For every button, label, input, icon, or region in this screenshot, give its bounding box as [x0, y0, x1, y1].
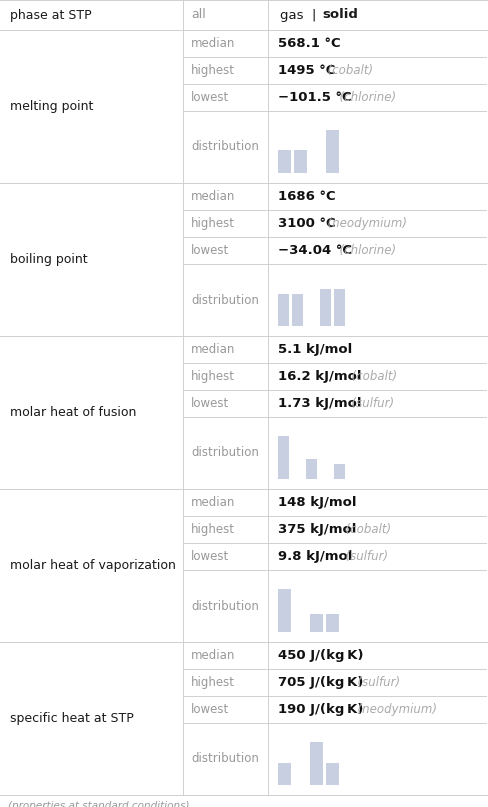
Text: −34.04 °C: −34.04 °C [278, 244, 352, 257]
Text: lowest: lowest [191, 397, 229, 410]
Bar [334, 464, 345, 479]
Text: distribution: distribution [191, 752, 259, 766]
Text: (sulfur): (sulfur) [338, 550, 388, 563]
Text: highest: highest [191, 370, 235, 383]
Bar [326, 130, 339, 173]
Bar [278, 436, 289, 479]
Text: 16.2 kJ/mol: 16.2 kJ/mol [278, 370, 362, 383]
Bar [278, 294, 289, 326]
Text: 1495 °C: 1495 °C [278, 64, 335, 77]
Text: highest: highest [191, 676, 235, 689]
Text: molar heat of fusion: molar heat of fusion [10, 406, 136, 419]
Bar [294, 150, 307, 173]
Text: melting point: melting point [10, 100, 93, 113]
Text: 450 J/(kg K): 450 J/(kg K) [278, 649, 364, 662]
Text: 148 kJ/mol: 148 kJ/mol [278, 496, 357, 509]
Text: phase at STP: phase at STP [10, 9, 92, 22]
Text: gas  |: gas | [280, 9, 325, 22]
Text: 1686 °C: 1686 °C [278, 190, 336, 203]
Text: (properties at standard conditions): (properties at standard conditions) [8, 801, 189, 807]
Text: specific heat at STP: specific heat at STP [10, 712, 134, 725]
Text: (neodymium): (neodymium) [350, 703, 437, 716]
Text: boiling point: boiling point [10, 253, 88, 266]
Text: 375 kJ/mol: 375 kJ/mol [278, 523, 356, 536]
Text: 190 J/(kg K): 190 J/(kg K) [278, 703, 364, 716]
Text: (cobalt): (cobalt) [320, 64, 373, 77]
Bar [334, 289, 345, 326]
Bar [278, 763, 291, 785]
Text: (sulfur): (sulfur) [350, 676, 400, 689]
Text: median: median [191, 37, 235, 50]
Text: (chlorine): (chlorine) [332, 244, 396, 257]
Text: 5.1 kJ/mol: 5.1 kJ/mol [278, 343, 352, 356]
Bar [326, 763, 339, 785]
Bar [320, 289, 331, 326]
Bar [326, 614, 339, 632]
Text: lowest: lowest [191, 550, 229, 563]
Text: distribution: distribution [191, 140, 259, 153]
Text: (sulfur): (sulfur) [344, 397, 394, 410]
Text: lowest: lowest [191, 703, 229, 716]
Text: (cobalt): (cobalt) [338, 523, 391, 536]
Text: all: all [191, 9, 206, 22]
Text: (cobalt): (cobalt) [344, 370, 397, 383]
Text: distribution: distribution [191, 294, 259, 307]
Bar [278, 589, 291, 632]
Bar [310, 742, 323, 785]
Bar [292, 294, 303, 326]
Text: molar heat of vaporization: molar heat of vaporization [10, 559, 176, 572]
Text: distribution: distribution [191, 600, 259, 613]
Text: 9.8 kJ/mol: 9.8 kJ/mol [278, 550, 352, 563]
Text: (neodymium): (neodymium) [320, 217, 407, 230]
Text: highest: highest [191, 523, 235, 536]
Text: 568.1 °C: 568.1 °C [278, 37, 341, 50]
Text: lowest: lowest [191, 244, 229, 257]
Text: median: median [191, 496, 235, 509]
Bar [310, 614, 323, 632]
Text: solid: solid [322, 9, 358, 22]
Text: distribution: distribution [191, 446, 259, 459]
Text: (chlorine): (chlorine) [332, 91, 396, 104]
Bar [306, 459, 317, 479]
Text: highest: highest [191, 217, 235, 230]
Text: 3100 °C: 3100 °C [278, 217, 336, 230]
Text: median: median [191, 190, 235, 203]
Text: median: median [191, 649, 235, 662]
Text: highest: highest [191, 64, 235, 77]
Text: −101.5 °C: −101.5 °C [278, 91, 352, 104]
Text: 705 J/(kg K): 705 J/(kg K) [278, 676, 364, 689]
Text: median: median [191, 343, 235, 356]
Text: 1.73 kJ/mol: 1.73 kJ/mol [278, 397, 362, 410]
Text: lowest: lowest [191, 91, 229, 104]
Bar [278, 150, 291, 173]
